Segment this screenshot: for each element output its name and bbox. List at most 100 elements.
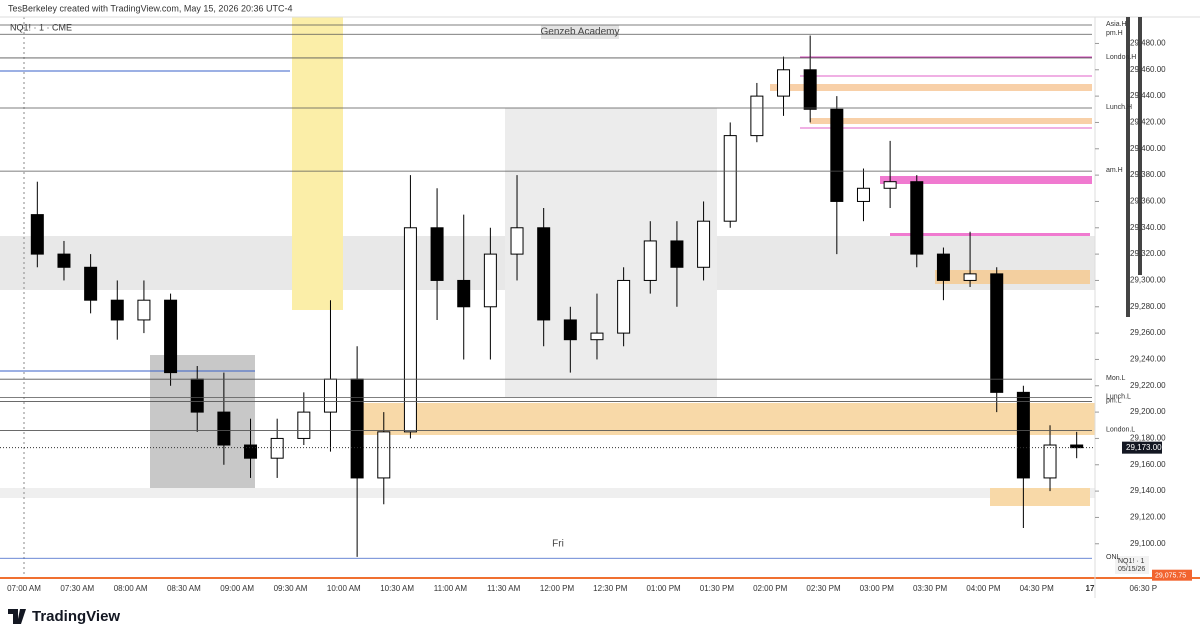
candle-body [30, 214, 44, 255]
x-tick-label: 02:00 PM [753, 584, 788, 593]
x-tick-label: 01:00 PM [646, 584, 681, 593]
x-tick-label: 12:00 PM [540, 584, 575, 593]
candle-body [1016, 391, 1030, 479]
y-tick-label: 29,240.00 [1130, 355, 1166, 364]
level-label: am.H [1106, 167, 1123, 174]
zone [810, 118, 1092, 124]
credit: TesBerkeley created with TradingView.com… [8, 3, 292, 13]
candle-body [457, 279, 471, 308]
zone [890, 233, 1090, 236]
y-tick-label: 29,480.00 [1130, 39, 1166, 48]
candle-body [137, 299, 151, 321]
zone [990, 488, 1090, 506]
x-tick-label: 04:30 PM [1020, 584, 1055, 593]
y-tick-label: 29,100.00 [1130, 539, 1166, 548]
zone [770, 84, 1092, 91]
candle-body [190, 378, 204, 413]
zone [935, 270, 1090, 284]
candle-body [483, 253, 497, 308]
low-marker-tag [1152, 569, 1192, 581]
level-label: Mon.L [1106, 375, 1126, 382]
y-tick-label: 29,180.00 [1130, 434, 1166, 443]
candle-body [403, 227, 417, 433]
y-tick-label: 29,160.00 [1130, 460, 1166, 469]
level-label: Lunch.L [1106, 393, 1131, 400]
symbol: NQ1! · 1 · CME [10, 22, 72, 32]
last-price-label: 29,173.00 [1126, 443, 1162, 452]
candle-body [217, 411, 231, 446]
y-tick-label: 29,360.00 [1130, 197, 1166, 206]
level-label: Asia.H [1106, 21, 1127, 28]
day-label: Fri [552, 539, 564, 550]
x-tick-label: 17 [1086, 584, 1095, 593]
x-tick-label: 03:00 PM [860, 584, 895, 593]
candle-body [430, 227, 444, 281]
logo-mark [8, 609, 26, 624]
candle-body [377, 431, 391, 479]
level-label: ONL [1106, 554, 1121, 561]
candle-body [350, 378, 364, 479]
last-price-tag [1122, 441, 1162, 454]
watermark: Genzeb Academy [541, 27, 620, 38]
y-tick-label: 29,380.00 [1130, 170, 1166, 179]
x-tick-label: 07:30 AM [60, 584, 94, 593]
x-tick-label: 11:00 AM [434, 584, 468, 593]
candle-body [777, 69, 791, 97]
candle-body [1070, 444, 1084, 449]
x-tick-label: 08:30 AM [167, 584, 201, 593]
candle-body [856, 187, 870, 202]
x-tick-label: 01:30 PM [700, 584, 735, 593]
candle-body [537, 227, 551, 321]
y-tick-label: 29,440.00 [1130, 91, 1166, 100]
y-tick-label: 29,140.00 [1130, 486, 1166, 495]
level-label: pm.H [1106, 30, 1123, 37]
zone [505, 108, 717, 397]
y-tick-label: 29,460.00 [1130, 65, 1166, 74]
candle-body [936, 253, 950, 281]
y-tick-label: 29,280.00 [1130, 302, 1166, 311]
y-tick-label: 29,300.00 [1130, 276, 1166, 285]
candle-body [830, 108, 844, 202]
candle-body [617, 279, 631, 334]
x-tick-label: 03:30 PM [913, 584, 948, 593]
scrollbar [1138, 17, 1142, 275]
level-label: London.L [1106, 426, 1135, 433]
candle-body [297, 411, 311, 439]
candle-body [57, 253, 71, 268]
candle-body [1043, 444, 1057, 479]
level-label: London.H [1106, 54, 1136, 61]
badge-date: 05/15/26 [1118, 566, 1145, 573]
x-tick-label: 09:30 AM [274, 584, 308, 593]
candle-body [963, 273, 977, 281]
x-tick-label: 07:00 AM [7, 584, 41, 593]
x-tick-label: 02:30 PM [806, 584, 841, 593]
candle-body [110, 299, 124, 321]
footer-brand: TradingView [32, 608, 120, 625]
candle-body [750, 95, 764, 137]
y-tick-label: 29,220.00 [1130, 381, 1166, 390]
y-tick-label: 29,260.00 [1130, 328, 1166, 337]
y-tick-label: 29,420.00 [1130, 118, 1166, 127]
badge-symbol: NQ1! · 1 [1118, 558, 1145, 565]
x-tick-label: 06:30 P [1130, 584, 1158, 593]
level-label: Lunch.H [1106, 104, 1132, 111]
candle-body [910, 181, 924, 255]
y-tick-label: 29,120.00 [1130, 513, 1166, 522]
candle-body [643, 240, 657, 281]
candle-body [590, 332, 604, 341]
x-tick-label: 09:00 AM [220, 584, 254, 593]
x-tick-label: 10:30 AM [380, 584, 414, 593]
candle-body [883, 181, 897, 189]
footer-logo: TradingView [8, 608, 120, 625]
x-tick-label: 10:00 AM [327, 584, 361, 593]
candle-body [84, 266, 98, 301]
zone [357, 403, 1095, 435]
candle-body [244, 444, 258, 459]
candle-body [270, 437, 284, 459]
scrollbar [1126, 17, 1130, 317]
watermark-bg [541, 25, 619, 39]
candle-body [990, 273, 1004, 393]
y-tick-label: 29,320.00 [1130, 249, 1166, 258]
